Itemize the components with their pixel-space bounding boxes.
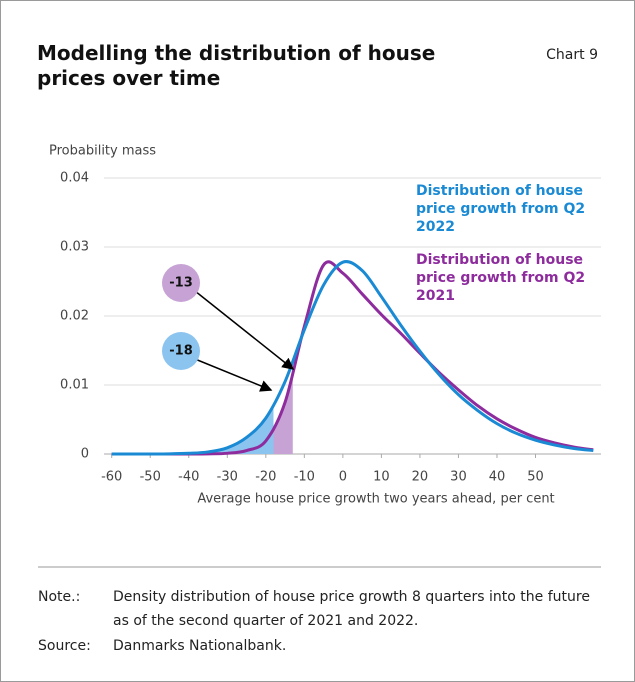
x-tick-label: 20 — [412, 470, 429, 485]
x-tick-label: 30 — [450, 470, 467, 485]
x-tick-label: -40 — [178, 470, 199, 485]
chart-number: Chart 9 — [546, 47, 598, 63]
annotation-label: -18 — [169, 344, 193, 359]
y-tick-label: 0 — [81, 447, 89, 462]
x-tick-label: -30 — [217, 470, 238, 485]
note: Density distribution of house price grow… — [113, 589, 590, 629]
y-tick-label: 0.03 — [60, 240, 89, 255]
shaded-area — [111, 373, 293, 454]
x-axis-title: Average house price growth two years ahe… — [197, 492, 554, 507]
x-tick-label: 10 — [373, 470, 390, 485]
chart-title: Modelling the distribution of house pric… — [37, 41, 436, 90]
y-tick-label: 0.04 — [60, 171, 89, 186]
annotation-circle — [162, 264, 200, 302]
line — [111, 260, 594, 456]
source: Danmarks Nationalbank. — [113, 638, 287, 654]
annotation-arrow — [194, 358, 273, 392]
y-tick-label: 0.02 — [60, 309, 89, 324]
x-tick-label: -20 — [255, 470, 276, 485]
x-tick-label: 40 — [489, 470, 506, 485]
annotation-arrow — [194, 290, 295, 370]
shaded-area — [111, 405, 274, 454]
annotation-label: -13 — [169, 276, 193, 291]
x-tick-label: 0 — [339, 470, 347, 485]
y-axis-title: Probability mass — [49, 144, 156, 159]
x-tick-label: -60 — [101, 470, 122, 485]
x-tick-label: -50 — [140, 470, 161, 485]
x-tick-label: 50 — [527, 470, 544, 485]
note-label: Note.: — [38, 589, 81, 605]
legend-label: Distribution of house price growth from … — [416, 183, 586, 235]
x-tick-label: -10 — [294, 470, 315, 485]
y-tick-label: 0.01 — [60, 378, 89, 393]
annotation-circle — [162, 332, 200, 370]
legend-label: Distribution of house price growth from … — [416, 252, 586, 304]
source-label: Source: — [38, 638, 91, 654]
